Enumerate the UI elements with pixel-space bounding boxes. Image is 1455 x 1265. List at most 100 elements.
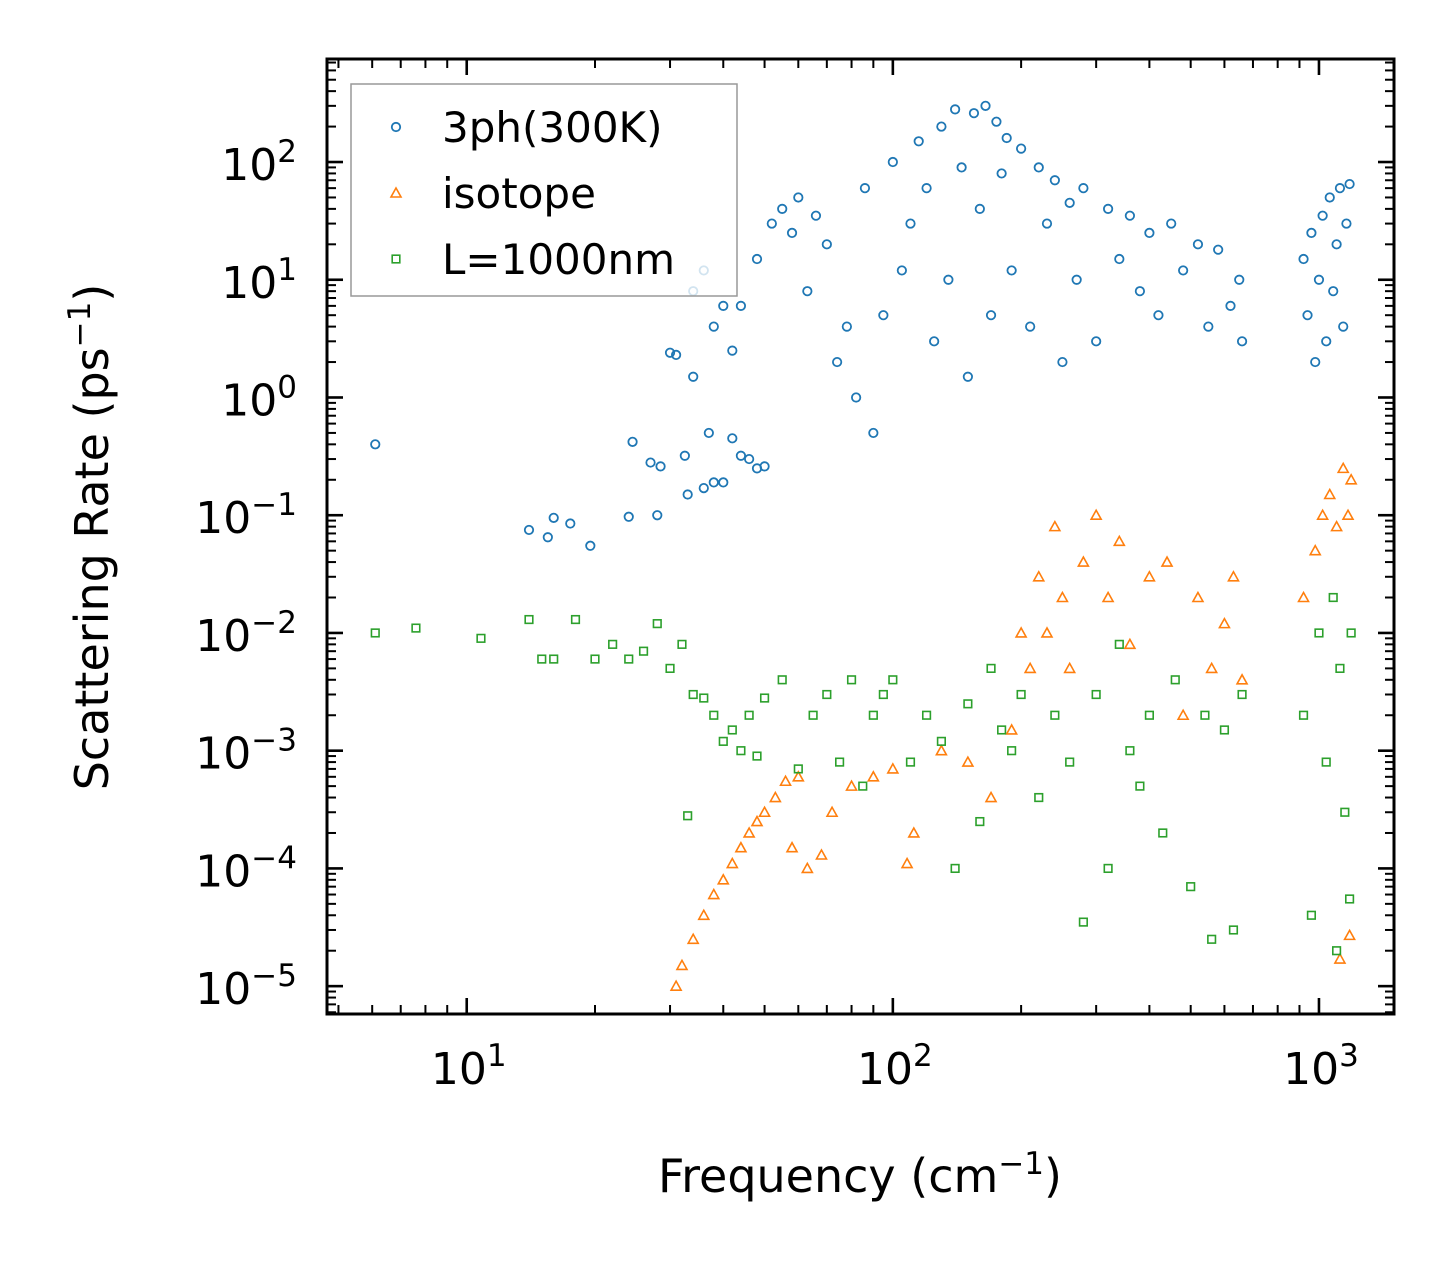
data-point — [786, 227, 798, 239]
data-point — [652, 510, 663, 521]
data-point — [800, 861, 814, 874]
data-point — [1207, 934, 1217, 944]
data-point — [370, 628, 380, 638]
legend-label: isotope — [442, 169, 596, 218]
data-point — [524, 614, 534, 625]
data-point — [682, 489, 693, 500]
data-point — [1112, 534, 1126, 547]
data-point — [1191, 590, 1205, 603]
data-point — [1048, 519, 1062, 532]
data-point — [703, 427, 714, 439]
data-point — [699, 693, 709, 703]
data-point — [759, 461, 770, 472]
data-point — [785, 841, 799, 853]
data-point — [888, 675, 898, 685]
data-point — [986, 663, 996, 673]
data-point — [1016, 689, 1026, 700]
data-point — [548, 512, 559, 523]
data-point — [777, 675, 787, 685]
data-point — [1328, 286, 1339, 297]
data-point — [735, 450, 747, 461]
data-point — [709, 710, 719, 720]
data-point — [1091, 336, 1102, 347]
x-tick-label: 101 — [431, 1038, 507, 1095]
data-point — [734, 841, 748, 853]
data-point — [1040, 626, 1054, 638]
data-point — [624, 654, 634, 664]
data-point — [1063, 661, 1077, 674]
data-point — [752, 751, 762, 761]
data-point — [1144, 227, 1155, 239]
data-point — [1227, 570, 1240, 582]
data-point — [707, 887, 721, 900]
data-point — [997, 725, 1007, 735]
data-point — [1298, 253, 1309, 265]
data-point — [677, 639, 687, 649]
data-point — [1314, 628, 1324, 638]
data-point — [679, 450, 690, 461]
data-point — [968, 108, 980, 119]
data-point — [1237, 689, 1247, 700]
data-point — [698, 482, 709, 494]
data-point — [1056, 590, 1069, 603]
data-point — [725, 856, 739, 869]
data-point — [859, 183, 871, 194]
data-point — [669, 979, 683, 991]
data-point — [1302, 310, 1313, 321]
data-point — [718, 736, 728, 746]
data-point — [549, 654, 559, 664]
data-point — [1344, 894, 1355, 904]
data-point — [585, 540, 596, 551]
data-point — [1050, 710, 1060, 720]
data-point — [793, 192, 804, 203]
data-point — [1064, 197, 1075, 208]
data-point — [1331, 239, 1342, 250]
data-point — [727, 433, 738, 444]
data-point — [1219, 725, 1230, 735]
data-point — [683, 811, 693, 821]
data-point — [1213, 244, 1224, 255]
data-point — [1328, 592, 1338, 603]
data-point — [991, 116, 1002, 127]
data-point — [832, 356, 843, 368]
data-point — [985, 310, 997, 321]
legend-marker — [389, 186, 403, 198]
data-point — [1025, 321, 1036, 332]
data-point — [1200, 710, 1210, 720]
data-point — [537, 654, 547, 664]
data-point — [841, 321, 852, 332]
data-point — [1340, 807, 1350, 817]
data-point — [1332, 946, 1342, 956]
data-point — [1057, 356, 1068, 368]
data-point — [623, 511, 634, 522]
data-point — [1205, 661, 1219, 674]
data-point — [936, 121, 947, 132]
data-point — [1336, 461, 1350, 474]
data-point — [1321, 336, 1332, 347]
data-point — [744, 453, 755, 465]
data-point — [1143, 570, 1156, 582]
data-point — [1023, 661, 1037, 674]
data-point — [1344, 473, 1358, 485]
data-point — [718, 300, 729, 311]
data-point — [858, 781, 868, 791]
data-point — [675, 958, 689, 971]
data-point — [1341, 218, 1352, 229]
data-point — [697, 908, 711, 921]
data-point — [708, 477, 719, 488]
data-point — [996, 168, 1007, 179]
data-point — [791, 770, 805, 782]
data-point — [1001, 132, 1012, 144]
data-point — [1306, 910, 1317, 920]
data-point — [878, 689, 888, 700]
data-point — [1338, 321, 1349, 332]
data-point — [1343, 928, 1356, 941]
data-point — [802, 286, 813, 297]
data-point — [1186, 882, 1196, 892]
legend-box — [350, 83, 738, 297]
data-point — [1078, 183, 1089, 194]
data-point — [896, 265, 907, 276]
data-point — [822, 689, 832, 700]
data-point — [935, 744, 948, 756]
y-tick-label: 10−2 — [195, 605, 297, 662]
